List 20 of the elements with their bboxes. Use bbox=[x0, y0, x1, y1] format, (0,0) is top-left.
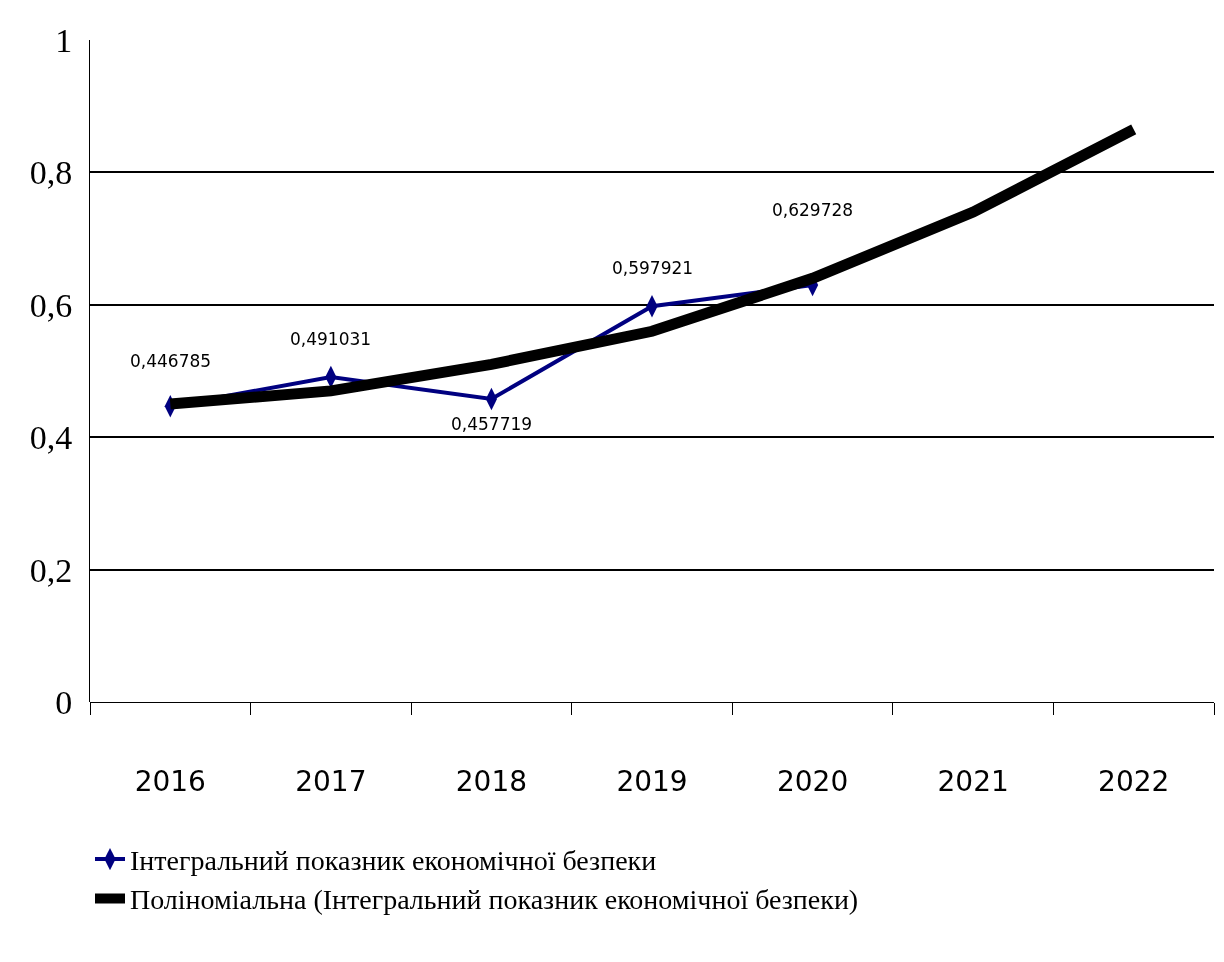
data-label: 0,491031 bbox=[290, 329, 372, 349]
data-label: 0,629728 bbox=[772, 200, 854, 220]
x-tick-label: 2022 bbox=[1098, 765, 1170, 798]
x-tick-label: 2016 bbox=[134, 765, 206, 798]
x-tick-label: 2017 bbox=[295, 765, 367, 798]
y-tick-label: 1 bbox=[55, 21, 73, 59]
data-label: 0,446785 bbox=[130, 351, 212, 371]
y-tick-label: 0,2 bbox=[29, 551, 73, 589]
y-tick-label: 0 bbox=[55, 683, 73, 721]
data-label: 0,457719 bbox=[451, 414, 533, 434]
x-tick-label: 2020 bbox=[776, 765, 849, 798]
x-tick-label: 2018 bbox=[455, 765, 528, 798]
legend-label: Інтегральний показник економічної безпеки bbox=[130, 845, 657, 877]
x-tick-label: 2021 bbox=[937, 765, 1009, 798]
x-tick-label: 2019 bbox=[616, 765, 688, 798]
data-label: 0,597921 bbox=[612, 258, 694, 278]
y-tick-label: 0,4 bbox=[29, 419, 73, 457]
y-tick-label: 0,8 bbox=[29, 154, 73, 192]
legend-label: Поліноміальна (Інтегральний показник економічної безпеки) bbox=[130, 884, 859, 916]
y-tick-label: 0,6 bbox=[29, 286, 73, 324]
